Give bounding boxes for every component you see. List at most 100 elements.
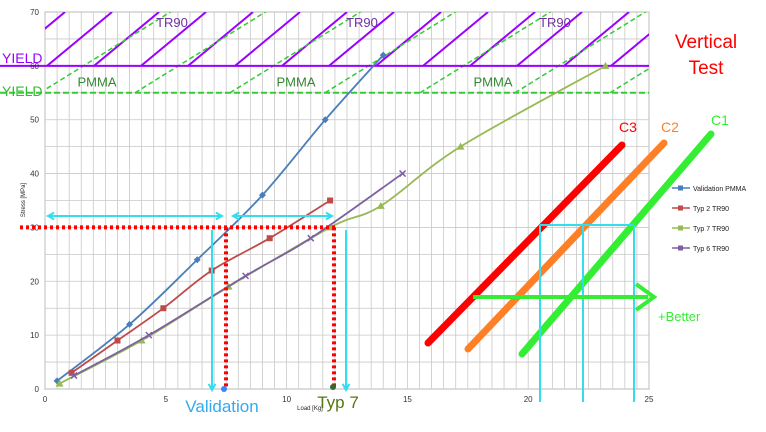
- cyan-arrow-left-head: [45, 211, 55, 221]
- validation-point: [221, 386, 227, 392]
- x-tick-label: 10: [282, 395, 291, 404]
- pmma-band-label: PMMA: [78, 74, 117, 89]
- legend-marker: [678, 225, 683, 231]
- tr90-hatch-line: [469, 12, 536, 67]
- tr90-hatch-line: [328, 12, 395, 67]
- data-point: [126, 320, 134, 328]
- pmma-band-label: PMMA: [277, 74, 316, 89]
- cyan-arrow-down-validation-head: [207, 383, 217, 393]
- diagram-line-c3: [424, 141, 626, 347]
- tr90-hatch-line: [610, 33, 649, 67]
- tr90-hatch-line: [93, 12, 160, 67]
- pmma-hatch-line: [324, 12, 457, 94]
- x-tick-label: 15: [403, 395, 412, 404]
- pmma-hatch-line: [419, 12, 552, 94]
- better-arrow-label: +Better: [658, 309, 701, 324]
- tr90-hatch-line: [422, 12, 489, 67]
- data-point: [160, 305, 167, 312]
- legend-label: Typ 6 TR90: [693, 246, 729, 253]
- cyan-arrow-right-2-head: [325, 211, 335, 221]
- data-point: [456, 142, 465, 150]
- data-point: [241, 272, 250, 280]
- typ7-marker-label: Typ 7: [317, 393, 359, 412]
- yield-pmma-label: YIELD: [2, 83, 42, 99]
- legend: Validation PMMA Typ 2 TR90 Typ 7 TR90 Typ 6…: [672, 185, 747, 253]
- x-tick-label: 0: [43, 395, 48, 404]
- validation-marker-label: Validation: [185, 397, 258, 416]
- tr90-hatch-line: [375, 12, 442, 67]
- legend-label: Typ 7 TR90: [693, 226, 729, 233]
- c3-label: C3: [619, 119, 637, 135]
- tr90-hatch-line: [46, 12, 113, 67]
- y-tick-label: 10: [30, 331, 39, 340]
- data-point: [376, 201, 385, 209]
- grid: [44, 11, 650, 390]
- x-tick-label: 25: [645, 395, 654, 404]
- band-labels: TR90 TR90 TR90 PMMA PMMA PMMA: [78, 15, 571, 89]
- pmma-hatch-line: [229, 12, 362, 94]
- data-point: [379, 51, 387, 59]
- tr90-hatch-line: [140, 12, 207, 67]
- x-tick-label: 5: [164, 395, 169, 404]
- data-point: [307, 234, 315, 242]
- data-point: [266, 235, 273, 242]
- cyan-arrow-right-head: [215, 211, 225, 221]
- legend-label: Validation PMMA: [693, 186, 747, 193]
- typ7-point: [330, 384, 336, 390]
- y-tick-label: 0: [35, 385, 40, 394]
- pmma-hatch-line: [514, 12, 647, 94]
- data-point: [399, 170, 407, 178]
- tr90-hatch-line: [752, 12, 766, 66]
- yield-tr90-label: YIELD: [2, 50, 42, 66]
- tr90-hatch-line: [281, 12, 348, 67]
- diagram-line-c1: [518, 130, 715, 358]
- data-point: [114, 337, 121, 344]
- tr90-band-label: TR90: [156, 15, 188, 30]
- annotation-overlay: [20, 211, 351, 393]
- x-axis-label: Load [Kg]: [297, 406, 323, 412]
- c1-label: C1: [711, 112, 729, 128]
- tr90-band-label: TR90: [539, 15, 571, 30]
- vertical-test-label-line1: Vertical: [675, 32, 737, 53]
- legend-marker: [678, 245, 683, 251]
- tr90-hatch-line: [234, 12, 301, 67]
- data-point: [321, 116, 329, 124]
- tr90-hatch-line: [187, 12, 254, 67]
- y-axis-label: Stress [MPa]: [21, 182, 27, 217]
- tr90-hatch-line: [563, 12, 630, 67]
- cyan-arrow-left-2-head: [230, 211, 240, 221]
- y-tick-label: 40: [30, 170, 39, 179]
- pmma-band-label: PMMA: [474, 74, 513, 89]
- data-point: [145, 331, 153, 339]
- data-point: [70, 372, 78, 380]
- tr90-band-label: TR90: [346, 15, 378, 30]
- y-tick-label: 20: [30, 277, 39, 286]
- vertical-test-label-line2: Test: [689, 58, 725, 79]
- pmma-hatch-line: [609, 67, 649, 94]
- c2-label: C2: [661, 119, 679, 135]
- cyan-arrow-down-typ7-head: [341, 383, 351, 393]
- data-point: [327, 197, 334, 204]
- y-tick-label: 60: [30, 62, 39, 71]
- hatch-bands: [45, 12, 766, 94]
- better-arrow-head: [634, 282, 658, 312]
- diagram-line-c2: [464, 139, 668, 353]
- legend-marker: [678, 205, 683, 211]
- y-tick-label: 50: [30, 116, 39, 125]
- pmma-hatch-line: [134, 12, 267, 94]
- legend-marker: [678, 185, 683, 191]
- data-point: [55, 379, 64, 387]
- data-point: [193, 256, 201, 264]
- legend-label: Typ 2 TR90: [693, 206, 729, 213]
- data-point: [601, 61, 610, 69]
- reference-lines: [0, 64, 649, 94]
- x-tick-label: 20: [524, 395, 533, 404]
- tr90-hatch-line: [516, 12, 583, 67]
- data-point: [258, 191, 266, 199]
- y-tick-label: 70: [30, 8, 39, 17]
- tr90-hatch-line: [45, 12, 66, 30]
- comparison-diagram: [424, 130, 715, 402]
- pmma-hatch-line: [45, 12, 172, 91]
